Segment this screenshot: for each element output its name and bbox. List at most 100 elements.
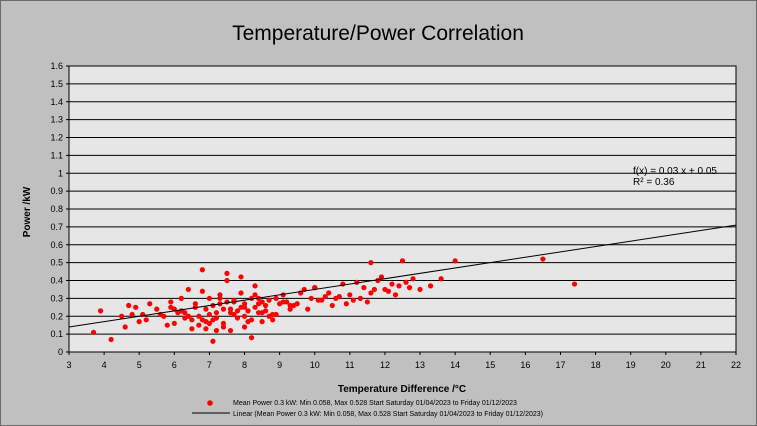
x-tick-label: 5 xyxy=(137,360,142,370)
x-tick-label: 16 xyxy=(520,360,530,370)
y-tick-label: 1.2 xyxy=(50,133,63,143)
x-tick-label: 10 xyxy=(310,360,320,370)
y-tick-label: 1.6 xyxy=(50,61,63,71)
gridlines xyxy=(69,83,736,335)
x-tick-label: 7 xyxy=(207,360,212,370)
data-point xyxy=(326,290,332,296)
data-point xyxy=(171,320,177,326)
data-point xyxy=(185,313,191,319)
data-point xyxy=(133,304,139,310)
data-point xyxy=(213,310,220,316)
data-point xyxy=(329,302,335,309)
data-point xyxy=(97,308,104,314)
data-point xyxy=(220,324,227,330)
data-point xyxy=(213,315,220,321)
x-tick-label: 22 xyxy=(731,360,741,370)
y-tick-label: 0.6 xyxy=(50,240,63,250)
data-point xyxy=(199,267,205,273)
data-point xyxy=(322,293,328,300)
data-point xyxy=(122,324,128,330)
data-point xyxy=(227,306,234,312)
data-point xyxy=(164,322,170,328)
x-tick-label: 3 xyxy=(66,360,71,370)
data-point xyxy=(308,295,314,301)
data-point xyxy=(287,306,293,312)
data-point xyxy=(396,283,402,289)
y-tick-label: 0.8 xyxy=(50,204,63,214)
y-tick-label: 1.5 xyxy=(50,79,63,89)
data-point xyxy=(287,302,293,309)
data-point xyxy=(231,311,237,318)
data-point xyxy=(252,283,258,289)
x-tick-label: 12 xyxy=(380,360,390,370)
x-tick-label: 15 xyxy=(485,360,495,370)
data-point xyxy=(189,326,195,332)
data-point xyxy=(417,286,423,293)
data-point xyxy=(371,286,378,293)
data-point xyxy=(196,313,202,319)
data-point xyxy=(280,299,286,305)
data-point xyxy=(270,317,276,323)
y-tick-label: 0.7 xyxy=(50,222,63,232)
data-point xyxy=(129,311,135,318)
y-axis-ticks: 0 0.1 0.2 0.3 0.4 0.5 0.6 0.7 0.8 0.9 1 1.1 1.2 1.3 1.… xyxy=(50,61,69,357)
data-point xyxy=(178,295,184,301)
data-point xyxy=(350,297,356,303)
x-axis-label: Temperature Difference /°C xyxy=(338,384,466,395)
data-point xyxy=(252,292,258,298)
data-point xyxy=(273,295,279,301)
data-point xyxy=(241,301,248,307)
x-tick-label: 19 xyxy=(626,360,636,370)
x-tick-label: 17 xyxy=(555,360,565,370)
data-point xyxy=(192,301,198,307)
data-point xyxy=(220,320,227,326)
data-point xyxy=(406,285,413,291)
data-point xyxy=(364,299,370,305)
x-tick-label: 20 xyxy=(661,360,671,370)
chart-title: Temperature/Power Correlation xyxy=(232,22,524,45)
data-point xyxy=(126,302,132,309)
data-point xyxy=(143,317,149,323)
data-point xyxy=(224,299,230,305)
data-point xyxy=(238,274,244,280)
y-tick-label: 0.1 xyxy=(50,329,63,339)
legend-label-points: Mean Power 0.3 kW: Min 0.058, Max 0.528 … xyxy=(233,400,517,407)
data-point xyxy=(241,304,248,310)
data-point xyxy=(305,306,311,312)
data-point xyxy=(245,319,251,325)
data-point xyxy=(385,288,392,294)
linear-trendline xyxy=(68,224,737,328)
x-tick-label: 6 xyxy=(172,360,177,370)
data-point xyxy=(266,297,272,303)
data-point xyxy=(357,295,363,301)
data-point xyxy=(540,256,546,262)
data-point xyxy=(108,336,114,343)
data-point xyxy=(210,338,216,344)
data-point xyxy=(266,313,272,319)
data-point xyxy=(392,292,399,298)
x-tick-label: 9 xyxy=(277,360,282,370)
r-squared-value: R² = 0.36 xyxy=(633,177,675,188)
data-point xyxy=(238,290,244,296)
data-point xyxy=(403,279,409,285)
data-point xyxy=(119,313,125,319)
data-point xyxy=(368,290,374,296)
data-point xyxy=(203,306,209,312)
data-point xyxy=(245,308,251,314)
data-point xyxy=(189,317,195,323)
data-point xyxy=(262,302,269,309)
data-point xyxy=(168,299,174,305)
data-point xyxy=(224,270,230,276)
data-point xyxy=(206,311,213,318)
data-point xyxy=(343,301,349,307)
data-point xyxy=(196,322,202,328)
y-tick-label: 0.4 xyxy=(50,276,63,286)
data-point xyxy=(368,260,374,266)
y-tick-label: 0 xyxy=(58,347,63,357)
data-point xyxy=(154,306,160,312)
data-point xyxy=(410,276,416,282)
data-point xyxy=(199,288,205,294)
data-point xyxy=(241,324,248,330)
x-tick-label: 14 xyxy=(450,360,460,370)
data-point xyxy=(224,277,230,284)
